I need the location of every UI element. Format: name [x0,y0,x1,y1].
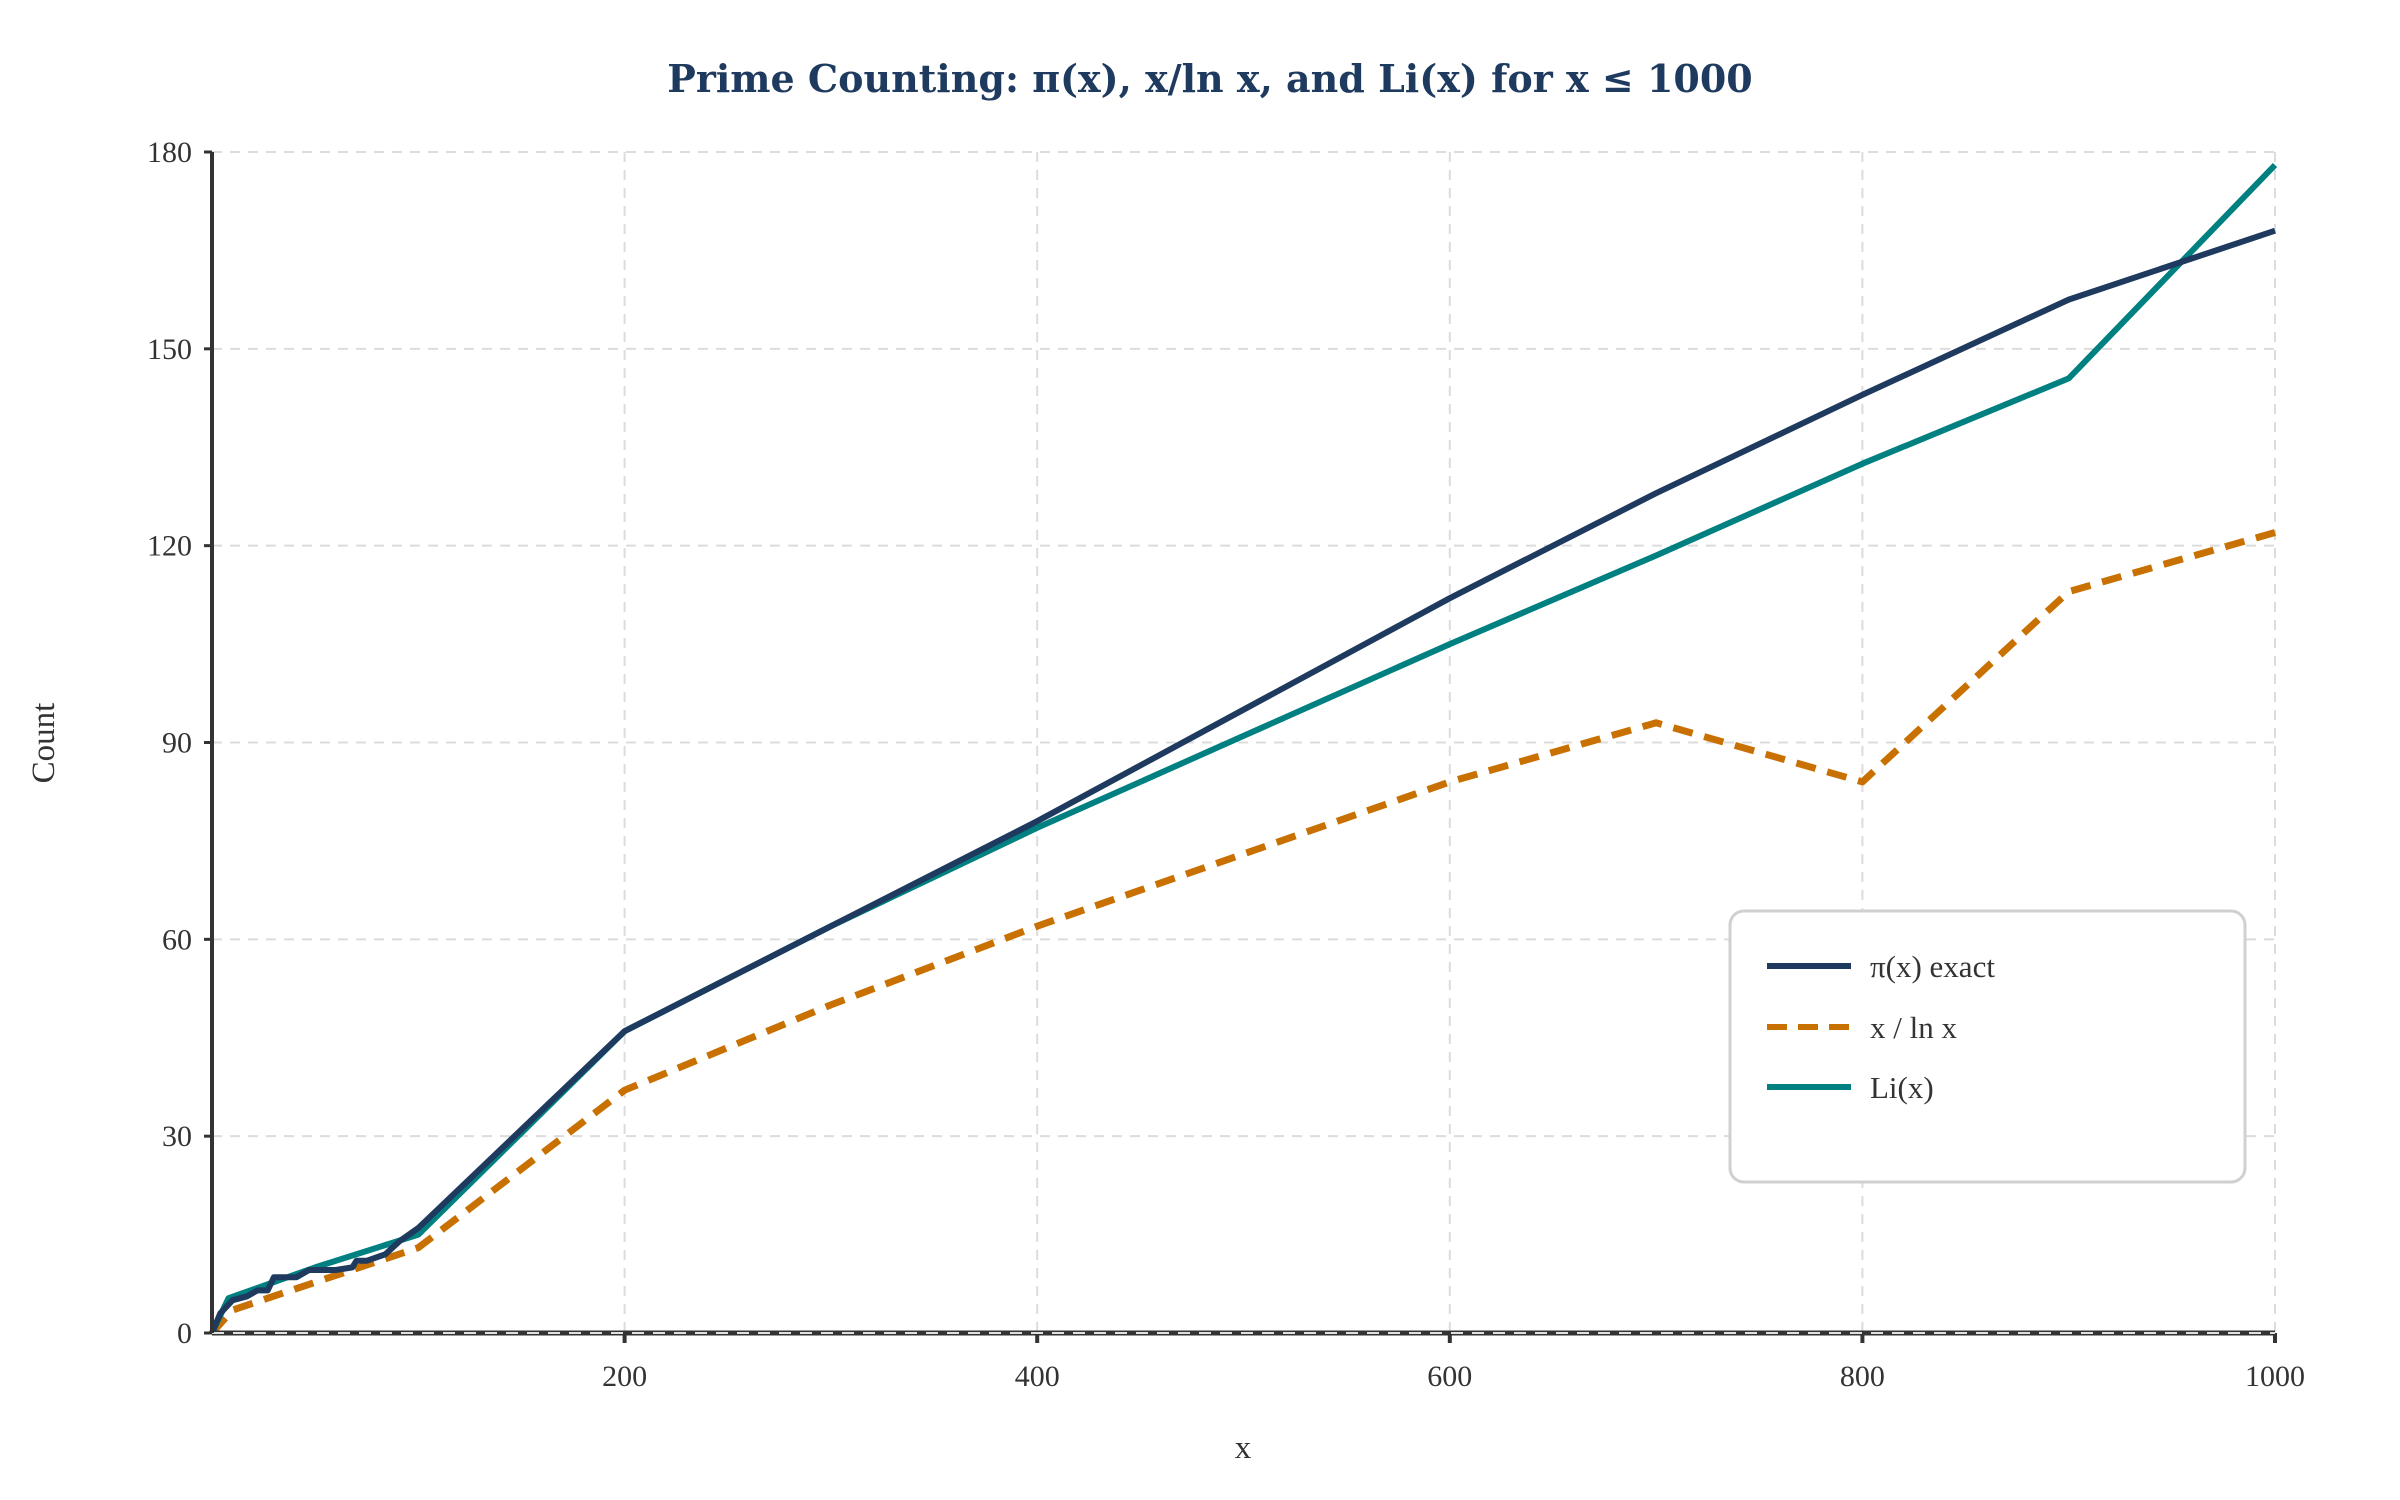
y-tick-label: 60 [162,923,192,956]
legend-label: π(x) exact [1870,949,1995,984]
y-tick-label: 0 [177,1317,192,1350]
x-axis-label: x [1235,1430,1252,1466]
legend-label: x / ln x [1870,1010,1957,1045]
y-tick-label: 180 [147,136,192,169]
legend: π(x) exact x / ln x Li(x) [1728,909,2247,1184]
axes: 0 30 60 90 120 150 180 200 400 600 800 1000 [147,136,2305,1393]
y-axis-label: Count [26,703,62,784]
series-group [209,163,2278,1336]
x-tick-label: 400 [1015,1360,1060,1393]
y-tick-label: 90 [162,727,192,760]
legend-frame [1728,909,2247,1184]
series-line-1 [209,529,2276,1336]
y-tick-label: 120 [147,530,192,563]
y-tick-label: 30 [162,1120,192,1153]
y-tick-label: 150 [147,333,192,366]
series-line-0 [209,227,2276,1335]
legend-label: Li(x) [1870,1070,1934,1105]
x-tick-label: 800 [1840,1360,1885,1393]
x-tick-label: 600 [1427,1360,1472,1393]
x-tick-label: 1000 [2245,1360,2305,1393]
chart-title: Prime Counting: π(x), x/ln x, and Li(x) … [667,56,1752,101]
x-tick-label: 200 [602,1360,647,1393]
